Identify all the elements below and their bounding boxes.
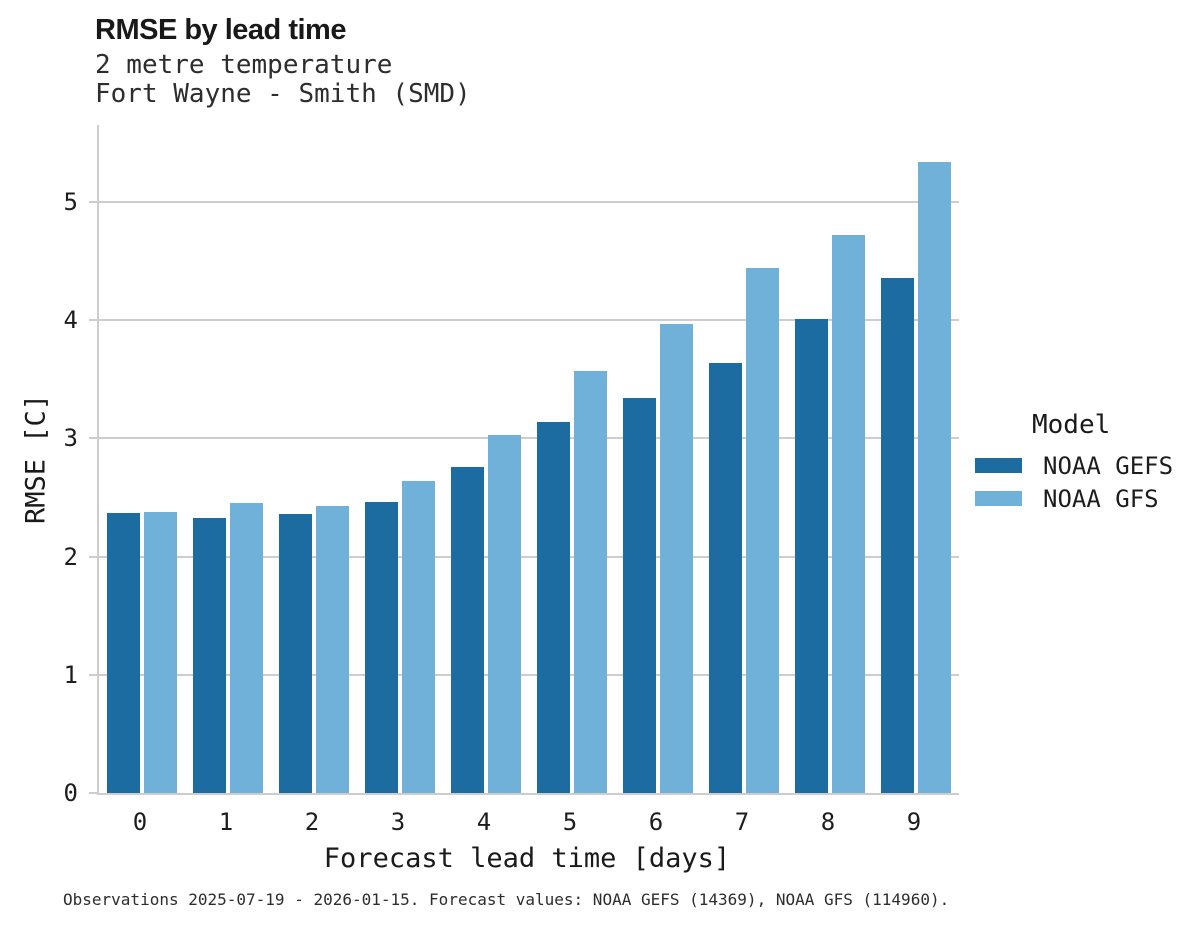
legend-item-gfs: NOAA GFS (975, 483, 1173, 514)
y-tick-label-5: 5 (63, 187, 78, 216)
gridline-y2 (99, 555, 959, 558)
legend-title: Model (1032, 410, 1111, 440)
bar-group-day1 (185, 125, 271, 793)
x-axis-tick-labels: 0 1 2 3 4 5 6 7 8 9 (97, 808, 957, 836)
gfs-color-swatch (975, 491, 1022, 506)
bar-noaa-gfs-day0 (144, 511, 177, 793)
y-tick-label-3: 3 (63, 424, 78, 453)
footer-caption: Observations 2025-07-19 - 2026-01-15. Fo… (63, 890, 950, 909)
x-tick-label-6: 6 (648, 808, 664, 836)
x-tick-label-4: 4 (476, 808, 492, 836)
bar-noaa-gfs-day6 (660, 323, 693, 793)
bar-noaa-gfs-day9 (918, 161, 951, 793)
chart-subtitle-station: Fort Wayne - Smith (SMD) (95, 79, 471, 109)
gefs-color-swatch (975, 458, 1022, 473)
bar-group-day0 (99, 125, 185, 793)
bar-group-day9 (873, 125, 959, 793)
y-tick-mark-0 (89, 792, 97, 794)
bar-noaa-gfs-day3 (402, 480, 435, 793)
chart-subtitle-variable: 2 metre temperature (95, 50, 393, 80)
y-tick-label-4: 4 (63, 306, 78, 335)
gridline-y4 (99, 319, 959, 322)
bar-noaa-gefs-day3 (365, 502, 398, 793)
gridline-y3 (99, 437, 959, 440)
bar-group-day2 (271, 125, 357, 793)
legend-label-gefs: NOAA GEFS (1043, 451, 1174, 480)
bar-noaa-gefs-day8 (795, 318, 828, 793)
bar-noaa-gefs-day9 (881, 277, 914, 793)
bar-group-day4 (443, 125, 529, 793)
y-tick-mark-3 (89, 437, 97, 440)
y-tick-label-2: 2 (63, 542, 78, 571)
y-tick-mark-2 (89, 555, 97, 558)
x-tick-label-8: 8 (820, 808, 836, 836)
x-tick-label-2: 2 (304, 808, 320, 836)
bar-group-day6 (615, 125, 701, 793)
x-tick-label-3: 3 (390, 808, 406, 836)
y-tick-mark-1 (89, 673, 97, 676)
bar-noaa-gfs-day7 (746, 268, 779, 793)
bar-noaa-gefs-day1 (193, 517, 226, 793)
chart-legend: Model NOAA GEFS NOAA GFS (975, 410, 1173, 516)
plot-area (89, 125, 959, 795)
y-tick-mark-4 (89, 319, 97, 322)
bar-group-day7 (701, 125, 787, 793)
bar-noaa-gfs-day4 (488, 434, 521, 793)
bar-group-day3 (357, 125, 443, 793)
x-tick-label-1: 1 (218, 808, 234, 836)
x-tick-label-9: 9 (906, 808, 922, 836)
y-tick-mark-5 (89, 200, 97, 203)
bar-noaa-gefs-day6 (623, 398, 656, 793)
y-tick-label-1: 1 (63, 660, 78, 689)
legend-label-gfs: NOAA GFS (1043, 484, 1159, 513)
x-axis-title: Forecast lead time [days] (323, 843, 731, 874)
bars-layer (99, 125, 959, 793)
bar-group-day5 (529, 125, 615, 793)
bar-noaa-gefs-day4 (451, 466, 484, 793)
y-axis-tick-labels: 0 1 2 3 4 5 (0, 125, 78, 807)
chart-title: RMSE by lead time (95, 14, 346, 46)
x-tick-label-5: 5 (562, 808, 578, 836)
bar-noaa-gefs-day7 (709, 362, 742, 793)
bar-noaa-gefs-day5 (537, 421, 570, 793)
bar-noaa-gefs-day2 (279, 513, 312, 793)
bar-noaa-gfs-day2 (316, 505, 349, 793)
bar-group-day8 (787, 125, 873, 793)
y-tick-label-0: 0 (63, 779, 78, 807)
bar-noaa-gefs-day0 (107, 512, 140, 793)
gridline-y5 (99, 200, 959, 203)
x-tick-label-0: 0 (132, 808, 148, 836)
gridline-y1 (99, 673, 959, 676)
bar-noaa-gfs-day5 (574, 370, 607, 793)
legend-item-gefs: NOAA GEFS (975, 450, 1173, 481)
bar-noaa-gfs-day1 (230, 503, 263, 793)
bar-noaa-gfs-day8 (832, 234, 865, 793)
x-tick-label-7: 7 (734, 808, 750, 836)
